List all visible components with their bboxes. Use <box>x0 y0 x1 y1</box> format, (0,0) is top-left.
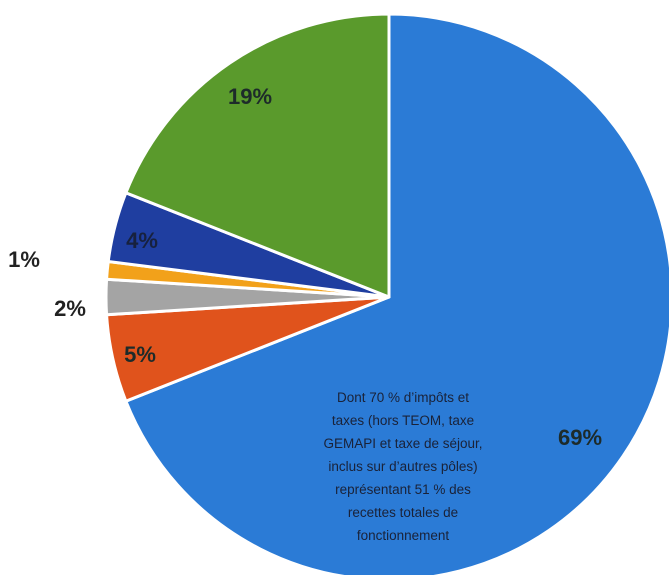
slice-label-4: 4% <box>126 228 158 253</box>
blue-slice-annotation: Dont 70 % d’impôts et taxes (hors TEOM, … <box>323 390 482 543</box>
slice-label-5: 5% <box>124 342 156 367</box>
annotation-line: taxes (hors TEOM, taxe <box>332 413 474 428</box>
slice-label-69: 69% <box>558 425 602 450</box>
annotation-line: inclus sur d’autres pôles) <box>328 459 477 474</box>
slice-label-1: 1% <box>8 247 40 272</box>
pie-slice-19 <box>124 12 391 299</box>
annotation-line: fonctionnement <box>357 528 450 543</box>
pie-labels: 69% 5% 2% 1% 4% 19% <box>8 84 602 450</box>
annotation-line: recettes totales de <box>348 505 458 520</box>
slice-label-19: 19% <box>228 84 272 109</box>
slice-label-2: 2% <box>54 296 86 321</box>
pie-slice-69 <box>124 12 669 575</box>
pie-slices <box>104 12 669 575</box>
annotation-line: Dont 70 % d’impôts et <box>337 390 469 405</box>
annotation-line: GEMAPI et taxe de séjour, <box>323 436 482 451</box>
annotation-line: représentant 51 % des <box>335 482 471 497</box>
